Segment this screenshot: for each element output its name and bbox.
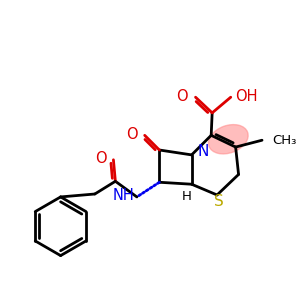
Text: NH: NH: [112, 188, 134, 203]
Text: OH: OH: [235, 89, 257, 104]
Text: O: O: [126, 127, 138, 142]
Text: H: H: [182, 190, 192, 203]
Text: O: O: [176, 89, 188, 104]
Text: N: N: [197, 145, 209, 160]
Text: CH₃: CH₃: [272, 134, 296, 147]
Ellipse shape: [208, 124, 248, 154]
Text: S: S: [214, 194, 224, 209]
Text: O: O: [95, 151, 106, 166]
